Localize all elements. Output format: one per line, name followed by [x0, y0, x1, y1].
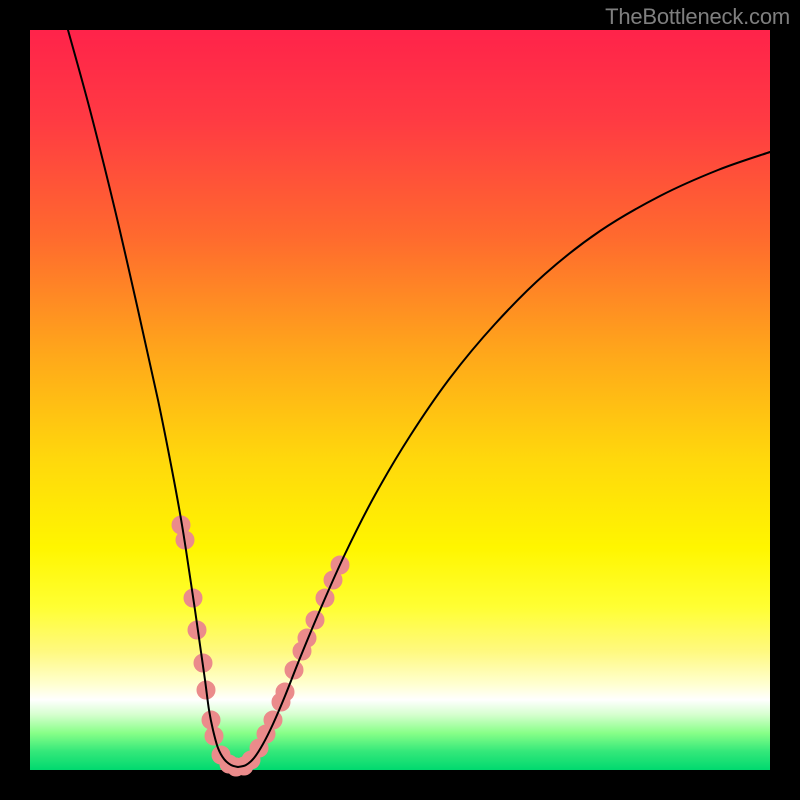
watermark-text: TheBottleneck.com — [605, 4, 790, 30]
curve-right-arm — [238, 152, 770, 767]
data-marker — [285, 661, 303, 679]
chart-svg — [30, 30, 770, 770]
data-marker — [298, 629, 316, 647]
curve-left-arm — [68, 30, 238, 767]
marker-layer — [172, 516, 349, 776]
stage: TheBottleneck.com — [0, 0, 800, 800]
